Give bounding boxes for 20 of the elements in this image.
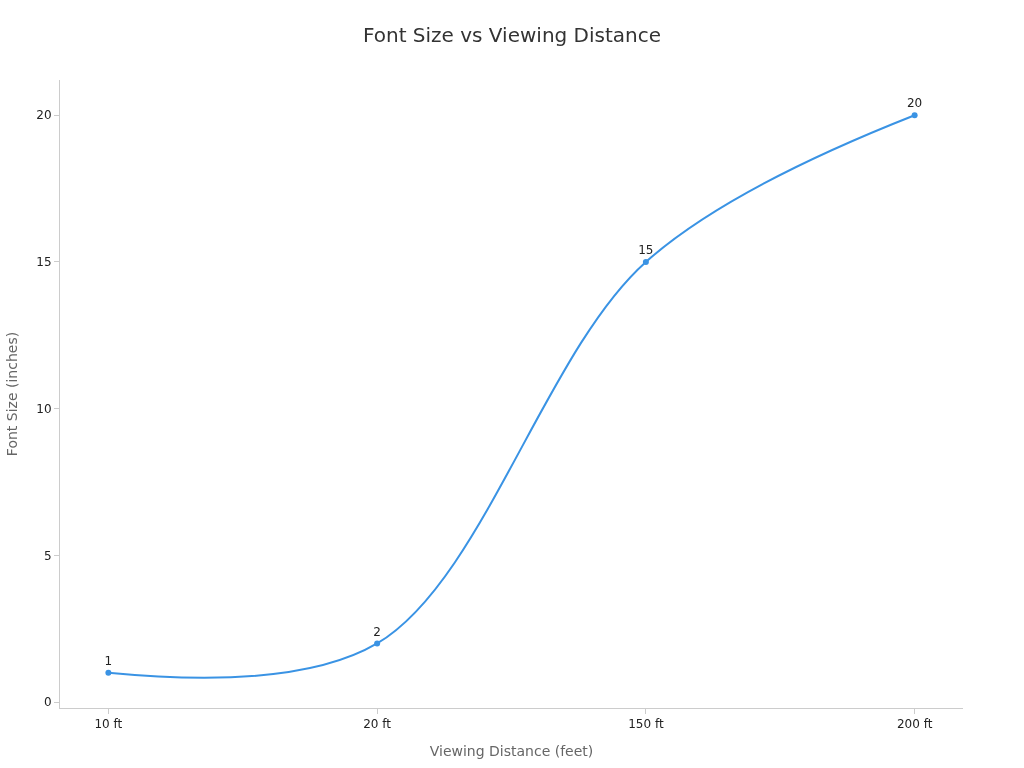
chart-title: Font Size vs Viewing Distance: [362, 22, 662, 47]
y-tick-label: 20: [36, 108, 52, 123]
point: [374, 640, 381, 647]
y-tick-label: 5: [43, 548, 52, 563]
x-tick-label: 150 ft: [628, 717, 664, 732]
data-label: 15: [638, 243, 654, 258]
data-label: 2: [373, 624, 381, 639]
point: [911, 112, 918, 119]
x-tick-label: 10 ft: [94, 717, 123, 732]
data-label: 20: [906, 96, 923, 111]
y-axis-title: Font Size (inches): [3, 331, 20, 457]
point: [642, 258, 649, 265]
point: [105, 669, 112, 676]
x-axis-title: Viewing Distance (feet): [429, 742, 594, 759]
y-tick-label: 0: [43, 695, 52, 710]
x-tick-label: 200 ft: [896, 717, 933, 732]
x-tick-label: 20 ft: [363, 717, 392, 732]
y-tick-label: 10: [36, 401, 52, 416]
y-tick-label: 15: [36, 255, 52, 270]
data-label: 1: [104, 654, 113, 669]
